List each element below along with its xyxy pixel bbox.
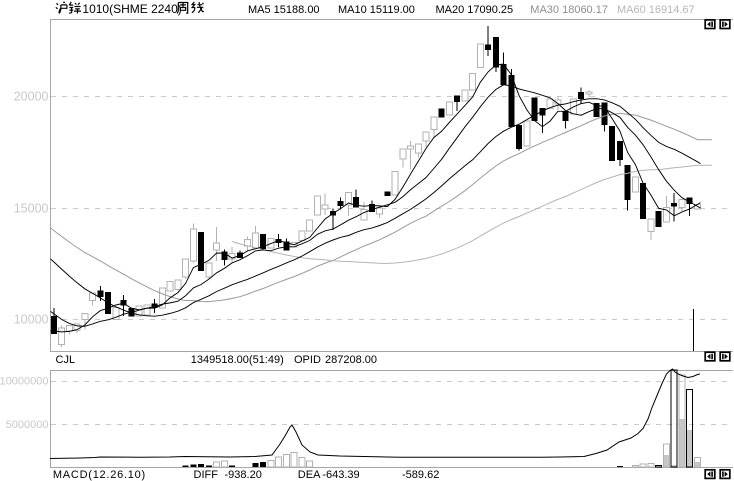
svg-text:20000: 20000	[14, 90, 49, 104]
svg-text:DEA: DEA	[298, 469, 321, 481]
svg-text:MACD(12.26.10): MACD(12.26.10)	[53, 469, 146, 481]
svg-text:1349518.00(51:49): 1349518.00(51:49)	[191, 354, 284, 366]
svg-text:MA30 18060.17: MA30 18060.17	[530, 4, 608, 16]
svg-text:-938.20: -938.20	[225, 469, 262, 481]
svg-text:15000: 15000	[14, 202, 49, 216]
svg-text:OPID: OPID	[294, 354, 321, 366]
svg-text:-589.62: -589.62	[402, 469, 439, 481]
svg-text:5000000: 5000000	[6, 419, 49, 431]
svg-text:-643.39: -643.39	[322, 469, 359, 481]
svg-text:DIFF: DIFF	[194, 469, 219, 481]
svg-text:MA5 15188.00: MA5 15188.00	[248, 4, 320, 16]
svg-text:10000: 10000	[14, 313, 49, 327]
svg-text:10000000: 10000000	[0, 376, 49, 388]
svg-text:287208.00: 287208.00	[325, 354, 377, 366]
svg-text:1010(SHME 2240): 1010(SHME 2240)	[82, 2, 181, 16]
svg-text:MA10 15119.00: MA10 15119.00	[338, 4, 415, 16]
svg-text:MA60 16914.67: MA60 16914.67	[617, 4, 695, 16]
svg-text:CJL: CJL	[56, 354, 76, 366]
svg-text:MA20 17090.25: MA20 17090.25	[436, 4, 514, 16]
